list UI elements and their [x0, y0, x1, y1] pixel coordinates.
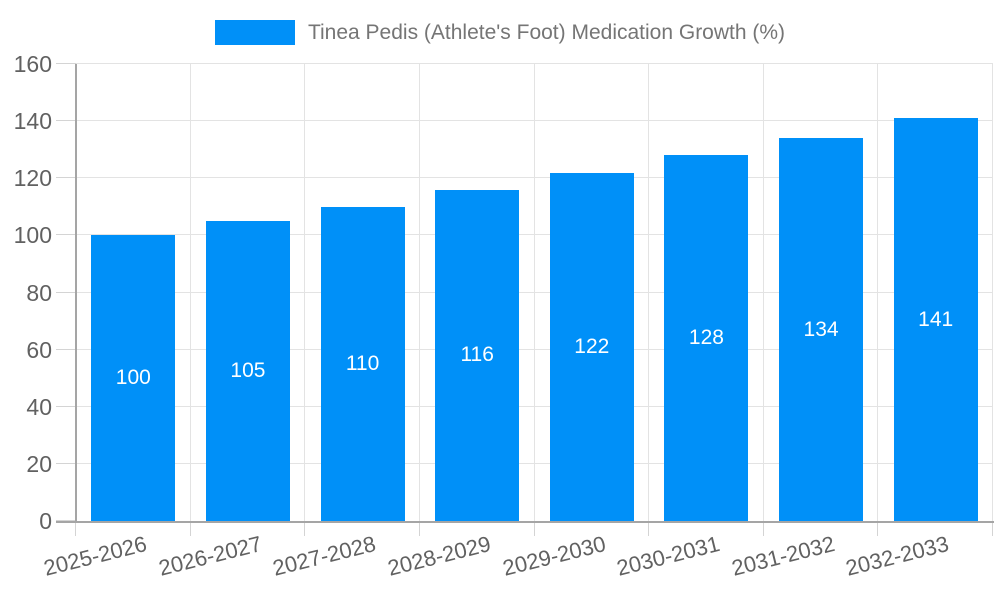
gridline: [877, 64, 879, 521]
y-axis-label: 100: [13, 222, 52, 249]
gridline: [304, 64, 306, 521]
gridline: [76, 63, 993, 64]
y-axis-tick: [56, 120, 76, 122]
gridline: [76, 234, 993, 236]
bar-value-label: 116: [460, 343, 494, 367]
x-axis-tick: [877, 523, 879, 536]
x-axis-label: 2026-2027: [155, 531, 264, 581]
x-axis-line: [56, 521, 994, 523]
bar: [893, 118, 978, 521]
y-axis-tick: [56, 405, 76, 407]
bar: [91, 235, 176, 521]
gridline: [76, 348, 993, 350]
gridline: [533, 64, 535, 521]
y-axis-label: 60: [26, 336, 52, 363]
gridline: [76, 462, 993, 464]
y-axis-tick: [56, 63, 76, 64]
bar-value-label: 100: [115, 366, 151, 390]
x-axis-tick: [992, 523, 993, 536]
legend: Tinea Pedis (Athlete's Foot) Medication …: [0, 20, 1000, 45]
gridline: [189, 64, 191, 521]
x-axis-label: 2027-2028: [270, 531, 379, 581]
x-axis-label: 2032-2033: [843, 531, 952, 581]
x-axis-tick: [648, 523, 650, 536]
x-axis-label: 2030-2031: [614, 531, 723, 581]
gridline: [648, 64, 650, 521]
bar: [435, 189, 520, 521]
bar-value-label: 110: [345, 351, 380, 375]
bar-value-label: 141: [918, 307, 954, 331]
bar: [779, 138, 864, 521]
y-axis-tick: [56, 462, 76, 464]
x-axis-label: 2031-2032: [728, 531, 838, 581]
bar-value-label: 122: [574, 334, 610, 358]
bar: [320, 206, 405, 521]
gridline: [76, 291, 993, 293]
y-axis-label: 0: [39, 508, 52, 534]
gridline: [76, 177, 993, 179]
x-axis-tick: [533, 523, 535, 536]
bar-value-label: 105: [230, 359, 266, 383]
gridline: [76, 405, 993, 407]
y-axis-tick: [56, 520, 76, 521]
x-axis-tick: [418, 523, 420, 536]
x-axis-tick: [189, 523, 191, 536]
y-axis-label: 140: [13, 108, 52, 135]
bar: [664, 155, 749, 521]
bar: [549, 172, 634, 521]
x-axis-label: 2028-2029: [385, 531, 494, 581]
bar-value-label: 128: [688, 326, 724, 350]
x-axis-tick: [304, 523, 306, 536]
y-axis-tick: [56, 348, 76, 350]
gridline: [762, 64, 764, 521]
y-axis-tick: [56, 234, 76, 236]
y-axis-tick: [56, 177, 76, 179]
x-axis-tick: [75, 523, 76, 536]
y-axis-label: 20: [26, 450, 52, 477]
y-axis-label: 160: [13, 51, 52, 77]
y-axis-tick: [56, 291, 76, 293]
y-axis-label: 80: [26, 279, 52, 306]
gridline: [992, 64, 993, 521]
y-axis-label: 120: [13, 165, 52, 192]
y-axis-label: 40: [26, 393, 52, 420]
bar-value-label: 134: [803, 317, 839, 341]
x-axis-label: 2029-2030: [499, 531, 608, 581]
x-axis-tick: [762, 523, 764, 536]
bar: [205, 221, 290, 521]
y-axis-line: [75, 64, 77, 523]
gridline: [418, 64, 420, 521]
x-axis-label: 2025-2026: [41, 531, 150, 581]
gridline: [76, 120, 993, 122]
legend-label: Tinea Pedis (Athlete's Foot) Medication …: [307, 21, 786, 44]
legend-swatch: [214, 20, 295, 45]
